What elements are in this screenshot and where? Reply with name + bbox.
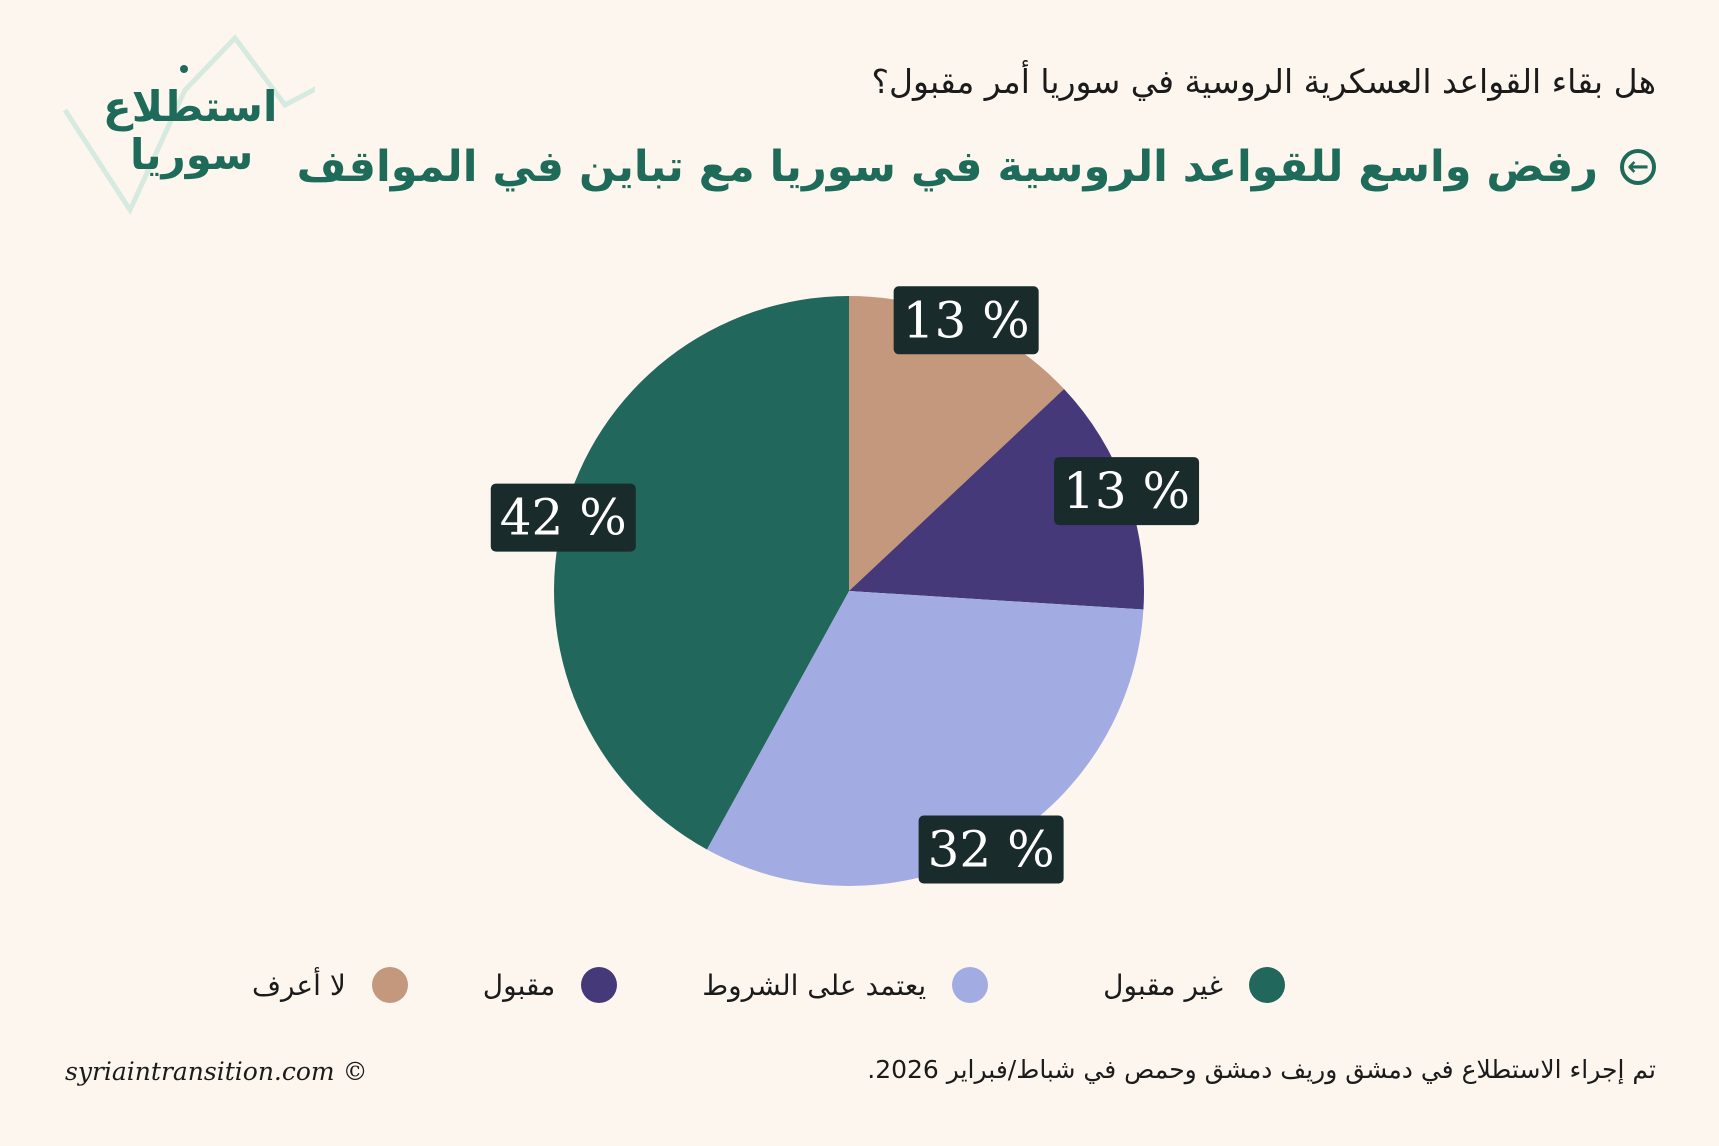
pie-slice-3 [554, 296, 849, 850]
pie-slice-1 [849, 389, 1144, 610]
legend-item: لا أعرف [252, 967, 408, 1003]
legend-item: غير مقبول [1103, 967, 1285, 1003]
slice-label-box [918, 815, 1064, 884]
legend-swatch [952, 967, 989, 1003]
logo-zigzag-icon [62, 34, 315, 216]
legend-label: لا أعرف [251, 968, 346, 1002]
site-credit: syriaintransition.com © [65, 1057, 368, 1086]
slice-label-box [1054, 457, 1200, 526]
logo-line2: سوريا [130, 130, 254, 179]
logo-dot [180, 65, 188, 73]
slice-value-label: 13 % [903, 291, 1030, 349]
slice-value-label: 42 % [500, 489, 627, 547]
chart-headline: ← رفض واسع للقواعد الروسية في سوريا مع ت… [297, 142, 1656, 192]
slice-label-3: 42 % [490, 483, 636, 552]
slice-label-box [490, 483, 636, 552]
slice-label-box [893, 286, 1039, 355]
survey-note: تم إجراء الاستطلاع في دمشق وريف دمشق وحم… [867, 1055, 1656, 1084]
slice-value-label: 32 % [928, 821, 1055, 879]
headline-text: رفض واسع للقواعد الروسية في سوريا مع تبا… [296, 142, 1598, 192]
slice-label-2: 32 % [918, 815, 1064, 884]
legend-label: مقبول [482, 968, 556, 1002]
logo: استطلاع سوريا [55, 30, 315, 220]
slice-value-label: 13 % [1063, 462, 1190, 520]
chart-question: هل بقاء القواعد العسكرية الروسية في سوري… [871, 62, 1656, 101]
chart-legend: غير مقبول يعتمد على الشروط مقبول لا أعرف [252, 960, 1285, 1010]
arrow-left-circle-icon: ← [1620, 149, 1656, 185]
legend-label: غير مقبول [1103, 968, 1223, 1002]
legend-item: يعتمد على الشروط [702, 967, 989, 1003]
legend-item: مقبول [482, 967, 618, 1003]
legend-swatch [581, 967, 618, 1003]
slice-label-1: 13 % [1054, 457, 1200, 526]
logo-line1: استطلاع [103, 82, 278, 131]
pie-slice-0 [849, 296, 1065, 591]
pie-slice-2 [706, 591, 1144, 886]
legend-label: يعتمد على الشروط [702, 968, 927, 1002]
legend-swatch [371, 967, 408, 1003]
legend-swatch [1249, 967, 1285, 1003]
slice-label-0: 13 % [893, 286, 1039, 355]
